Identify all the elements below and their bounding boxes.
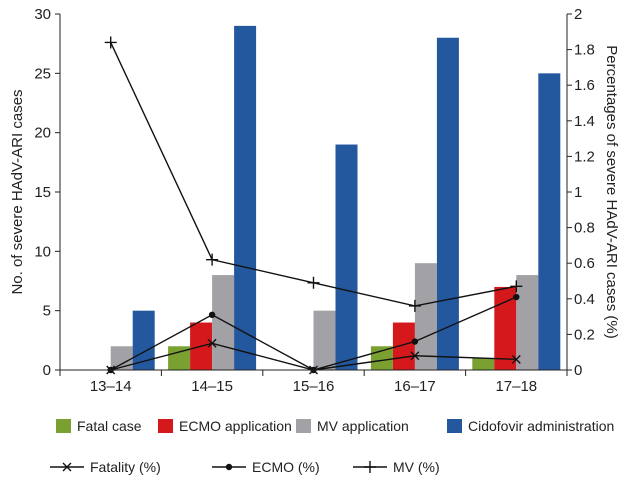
marker-mv-0 <box>104 36 117 49</box>
y2-tick-label-9: 1.8 <box>574 42 595 59</box>
x-tick-label-2: 15–16 <box>293 378 335 395</box>
bar-mv-application-0 <box>110 346 133 370</box>
bar-mv-application-2 <box>313 310 336 370</box>
y2-tick-label-3: 0.6 <box>574 255 595 272</box>
marker-fatality-1 <box>207 338 217 348</box>
legend-swatch-mv-application <box>296 419 311 433</box>
y2-axis-title: Percentages of severe HAdV-ARI cases (%) <box>603 45 620 338</box>
legend-swatch-fatal-case <box>56 419 71 433</box>
y2-tick-label-10: 2 <box>574 6 582 23</box>
legend-label-fatality: Fatality (%) <box>90 459 161 475</box>
legend-label-cidofovir-administration: Cidofovir administration <box>468 418 614 434</box>
legend-label-ecmo-application: ECMO application <box>179 418 292 434</box>
y-tick-label-6: 30 <box>34 6 51 23</box>
y2-tick-label-2: 0.4 <box>574 291 595 308</box>
bar-mv-application-1 <box>212 275 235 370</box>
y2-tick-label-0: 0 <box>574 362 582 379</box>
marker-mv-1 <box>206 253 219 266</box>
legend-swatch-ecmo-application <box>158 419 173 433</box>
y-tick-label-1: 5 <box>43 303 51 320</box>
x-tick-label-1: 14–15 <box>191 378 233 395</box>
bar-fatal-case-3 <box>370 346 393 370</box>
marker-mv-4 <box>510 280 523 293</box>
y2-tick-label-8: 1.6 <box>574 77 595 94</box>
y-tick-label-2: 10 <box>34 243 51 260</box>
legend-marker-fatality <box>62 462 72 472</box>
y-tick-label-3: 15 <box>34 184 51 201</box>
legend-marker-ecmo <box>225 463 233 471</box>
y-tick-label-5: 25 <box>34 65 51 82</box>
bar-fatal-case-1 <box>168 346 191 370</box>
y-tick-label-0: 0 <box>43 362 51 379</box>
x-tick-label-0: 13–14 <box>90 378 132 395</box>
x-tick-label-3: 16–17 <box>394 378 436 395</box>
y-tick-label-4: 20 <box>34 125 51 142</box>
legend-swatch-cidofovir-administration <box>447 419 462 433</box>
marker-mv-3 <box>408 299 421 312</box>
marker-fatality-4 <box>511 354 521 364</box>
marker-mv-2 <box>307 276 320 289</box>
bar-ecmo-application-4 <box>494 286 517 370</box>
ticks: 0 5 10 15 20 25 30 0 0.2 0.4 0.6 0.8 1 1.2 1.4 1.6 1.8 2 1… <box>34 6 595 395</box>
marker-fatality-3 <box>410 351 420 361</box>
y2-tick-label-1: 0.2 <box>574 326 595 343</box>
legend-label-mv-application: MV application <box>317 418 409 434</box>
legend-label-mv: MV (%) <box>393 459 440 475</box>
legend-marker-mv <box>364 461 376 473</box>
bar-mv-application-4 <box>516 275 539 370</box>
y2-tick-label-7: 1.4 <box>574 113 595 130</box>
legend: Fatal case ECMO application MV application… <box>50 418 614 475</box>
x-tick-label-4: 17–18 <box>495 378 537 395</box>
y-axis-title: No. of severe HAdV-ARI cases <box>9 89 26 294</box>
bar-cidofovir-administration-3 <box>436 37 459 370</box>
legend-label-fatal-case: Fatal case <box>77 418 142 434</box>
bar-mv-application-3 <box>414 263 437 370</box>
bar-fatal-case-4 <box>472 358 495 370</box>
y2-tick-label-4: 0.8 <box>574 220 595 237</box>
bar-group <box>110 25 561 370</box>
marker-ecmo-4 <box>513 293 520 301</box>
bar-cidofovir-administration-4 <box>538 73 561 370</box>
marker-ecmo-1 <box>208 311 216 319</box>
marker-ecmo-3 <box>411 338 419 345</box>
legend-label-ecmo: ECMO (%) <box>252 459 320 475</box>
y2-tick-label-5: 1 <box>574 184 582 201</box>
y2-tick-label-6: 1.2 <box>574 148 595 165</box>
bar-cidofovir-administration-2 <box>335 144 358 370</box>
bar-cidofovir-administration-1 <box>234 25 257 370</box>
